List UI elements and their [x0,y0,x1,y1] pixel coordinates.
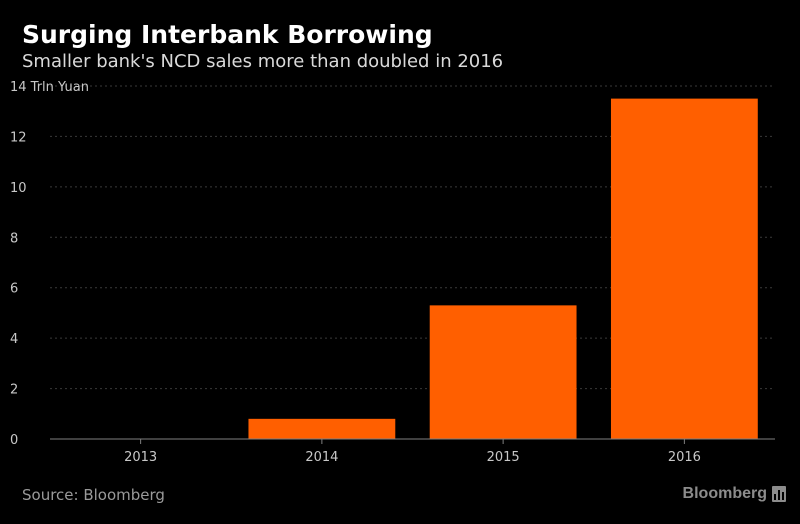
y-tick-label: 4 [10,332,18,347]
y-axis-ticks: 0 2 4 6 8 10 12 14 Trln Yuan [10,80,89,448]
bar-chart-logo-icon [772,486,786,502]
y-tick-label: 12 [10,130,27,145]
y-tick-label: 0 [10,433,18,448]
chart-subtitle: Smaller bank's NCD sales more than doubl… [22,51,504,72]
brand-logo: Bloomberg [683,485,786,503]
x-tick-label: 2013 [124,450,157,465]
brand-name: Bloomberg [682,485,767,502]
gridlines [50,85,775,390]
y-tick-label: 2 [10,383,18,398]
y-tick-label: 10 [10,181,27,196]
y-tick-label: 8 [10,231,18,246]
y-tick-label: 14 Trln Yuan [10,80,89,95]
x-tick-label: 2015 [487,450,520,465]
bars [248,98,758,439]
y-tick-label: 6 [10,282,18,297]
chart-title: Surging Interbank Borrowing [22,20,433,49]
bar-2015 [429,305,577,439]
x-tick-label: 2014 [305,450,338,465]
source-note: Source: Bloomberg [22,486,165,504]
bar-2016 [610,98,758,439]
bar-2014 [248,418,396,439]
x-tick-label: 2016 [668,450,701,465]
x-axis-ticks: 2013 2014 2015 2016 [124,439,701,465]
